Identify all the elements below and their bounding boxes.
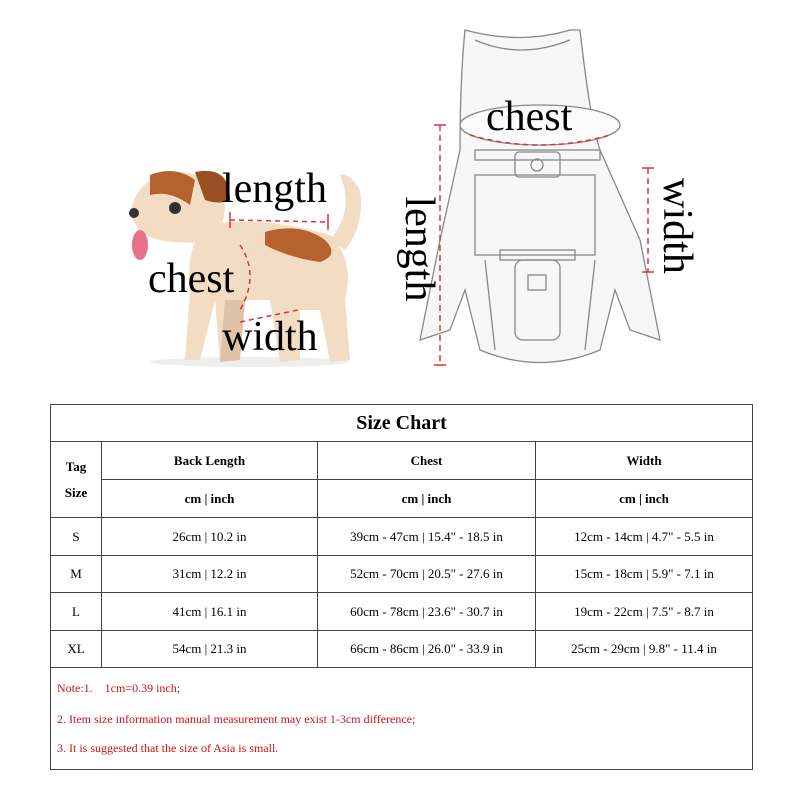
chest-cell: 66cm - 86cm | 26.0" - 33.9 in <box>317 630 536 668</box>
size-cell: XL <box>50 630 102 668</box>
width-cell: 19cm - 22cm | 7.5" - 8.7 in <box>535 592 753 631</box>
note-1: Note:1. 1cm=0.39 inch; <box>57 681 181 695</box>
size-cell: L <box>50 592 102 631</box>
chest-cell: 39cm - 47cm | 15.4" - 18.5 in <box>317 517 536 556</box>
unit-label: cm | inch <box>101 479 318 518</box>
table-row: L 41cm | 16.1 in 60cm - 78cm | 23.6" - 3… <box>50 592 753 631</box>
backpack-length-label: length <box>396 196 442 302</box>
backpack-width-label: width <box>654 178 700 274</box>
width-cell: 25cm - 29cm | 9.8" - 11.4 in <box>535 630 753 668</box>
dog-length-label: length <box>222 166 327 212</box>
size-header-line: Size <box>64 484 88 500</box>
table-row: XL 54cm | 21.3 in 66cm - 86cm | 26.0" - … <box>50 630 753 668</box>
backpack-chest-label: chest <box>486 94 573 140</box>
tag-header-line: Tag <box>65 458 87 474</box>
size-cell: M <box>50 555 102 593</box>
back-length-cell: 54cm | 21.3 in <box>101 630 318 668</box>
column-header-back-length: Back Length <box>101 441 318 480</box>
back-length-cell: 26cm | 10.2 in <box>101 517 318 556</box>
size-chart-title: Size Chart <box>50 404 753 442</box>
column-header-width: Width <box>535 441 753 480</box>
note-2: 2. Item size information manual measurem… <box>57 712 416 726</box>
dog-width-label: width <box>222 314 318 360</box>
back-length-cell: 31cm | 12.2 in <box>101 555 318 593</box>
chest-cell: 60cm - 78cm | 23.6" - 30.7 in <box>317 592 536 631</box>
size-cell: S <box>50 517 102 556</box>
dog-illustration <box>129 29 661 367</box>
size-chart-table: Size Chart Tag Size Back Length Chest Wi… <box>50 404 753 668</box>
width-cell: 12cm - 14cm | 4.7" - 5.5 in <box>535 517 753 556</box>
chest-cell: 52cm - 70cm | 20.5" - 27.6 in <box>317 555 536 593</box>
table-row: S 26cm | 10.2 in 39cm - 47cm | 15.4" - 1… <box>50 517 753 556</box>
unit-label: cm | inch <box>535 479 753 518</box>
notes-box: Note:1. 1cm=0.39 inch; 2. Item size info… <box>50 667 753 770</box>
width-cell: 15cm - 18cm | 5.9" - 7.1 in <box>535 555 753 593</box>
table-row: M 31cm | 12.2 in 52cm - 70cm | 20.5" - 2… <box>50 555 753 593</box>
back-length-cell: 41cm | 16.1 in <box>101 592 318 631</box>
note-3: 3. It is suggested that the size of Asia… <box>57 741 279 755</box>
dog-chest-label: chest <box>148 256 235 302</box>
tag-size-header: Tag Size <box>50 441 102 518</box>
column-header-chest: Chest <box>317 441 536 480</box>
unit-label: cm | inch <box>317 479 536 518</box>
backpack-illustration <box>419 29 661 364</box>
